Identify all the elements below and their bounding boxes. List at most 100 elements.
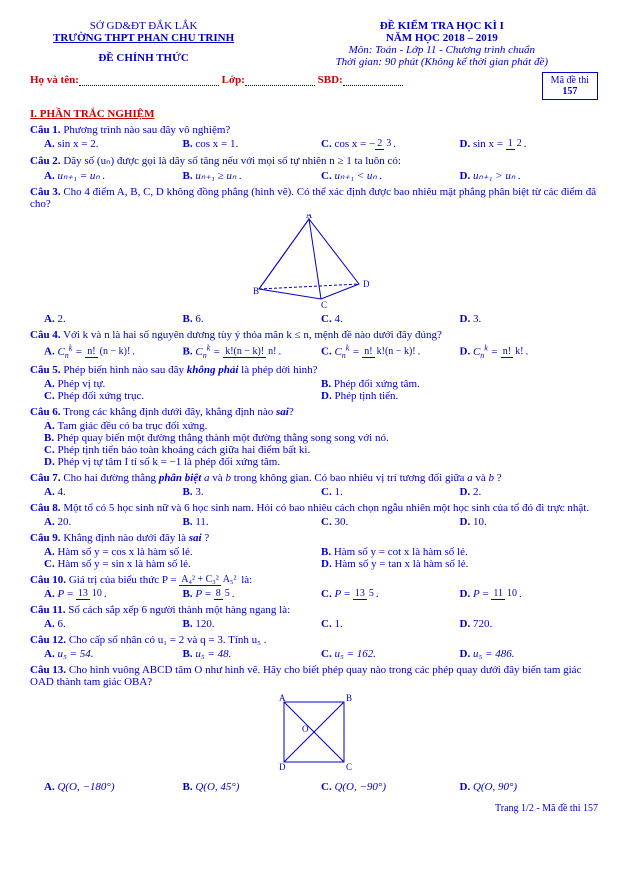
q10-A-num: 13 (76, 588, 90, 600)
question-2: Câu 2. Dãy số (uₙ) được gọi là dãy số tă… (30, 154, 598, 182)
q4-B-num: k!(n − k)! (223, 346, 266, 358)
square-figure: A B C D O (269, 692, 359, 777)
q5-num: Câu 5. (30, 364, 61, 376)
q12-A: u₅ = 54. (57, 648, 93, 660)
q11-text: Số cách sắp xếp 6 người thành một hàng n… (65, 604, 290, 616)
question-1: Câu 1. Phương trình nào sau đây vô nghiệ… (30, 124, 598, 150)
q7-A: 4. (57, 486, 65, 498)
q3-num: Câu 3. (30, 186, 61, 198)
class-field (245, 75, 315, 86)
code: 157 (551, 86, 589, 97)
q2-num: Câu 2. (30, 155, 61, 167)
header-right: ĐỀ KIỂM TRA HỌC KÌ I NĂM HỌC 2018 – 2019… (286, 20, 598, 68)
question-12: Câu 12. Cho cấp số nhân có u₁ = 2 và q =… (30, 634, 598, 660)
q1-D-den: 2 (515, 138, 524, 149)
q9-C: Hàm số y = sin x là hàm số lẻ. (57, 558, 190, 570)
header: SỞ GD&ĐT ĐẮK LẮK TRƯỜNG THPT PHAN CHU TR… (30, 20, 598, 68)
subject: Môn: Toán - Lớp 11 - Chương trình chuẩn (286, 44, 598, 56)
code-label: Mã đề thi (551, 75, 589, 86)
q6-num: Câu 6. (30, 406, 61, 418)
q2-B: uₙ₊₁ ≥ uₙ . (195, 170, 241, 182)
q12-B: u₅ = 48. (195, 648, 231, 660)
q5-D: Phép tịnh tiến. (334, 390, 398, 402)
q1-A: sin x = 2. (57, 138, 98, 150)
q13-A: Q(O, −180°) (57, 781, 114, 793)
question-11: Câu 11. Số cách sắp xếp 6 người thành mộ… (30, 604, 598, 630)
class-label: Lớp: (222, 74, 245, 86)
q10-D-num: 11 (491, 588, 505, 600)
q7-C: 1. (334, 486, 342, 498)
name-label: Họ và tên: (30, 74, 79, 86)
header-left: SỞ GD&ĐT ĐẮK LẮK TRƯỜNG THPT PHAN CHU TR… (30, 20, 257, 68)
q2-D: uₙ₊₁ > uₙ . (473, 170, 521, 182)
q1-D-num: 1 (506, 138, 515, 150)
q10-C-num: 13 (353, 588, 367, 600)
school: TRƯỜNG THPT PHAN CHU TRINH (30, 32, 257, 44)
svg-text:B: B (346, 693, 352, 703)
exam-code-box: Mã đề thi 157 (542, 72, 598, 100)
q10-D-den: 10 (505, 588, 519, 599)
section-title: I. PHẦN TRẮC NGHIỆM (30, 108, 598, 120)
q8-D: 10. (473, 516, 487, 528)
q4-A-den: (n − k)! (98, 346, 133, 357)
q6-A: Tam giác đều có ba trục đối xứng. (57, 420, 207, 432)
svg-text:C: C (346, 762, 352, 772)
year: NĂM HỌC 2018 – 2019 (286, 32, 598, 44)
question-7: Câu 7. Cho hai đường thẳng phân biệt a v… (30, 472, 598, 498)
q10-pre: Giá trị của biểu thức P = (66, 574, 179, 586)
q9-text: Khẳng định nào dưới đây là sai ? (61, 532, 210, 544)
tetrahedron-figure: A B C D (249, 214, 379, 309)
q13-B: Q(O, 45°) (195, 781, 239, 793)
q3-A: 2. (57, 313, 65, 325)
q13-text: Cho hình vuông ABCD tâm O như hình vẽ. H… (30, 664, 581, 688)
q1-D-pre: sin x = (473, 138, 506, 150)
q5-C: Phép đối xứng trục. (57, 390, 144, 402)
question-3: Câu 3. Cho 4 điểm A, B, C, D không đồng … (30, 186, 598, 325)
q9-A: Hàm số y = cos x là hàm số lẻ. (57, 546, 192, 558)
svg-text:A: A (279, 693, 286, 703)
q1-C-num: 2 (375, 138, 384, 150)
dept: SỞ GD&ĐT ĐẮK LẮK (30, 20, 257, 32)
svg-text:A: A (306, 214, 313, 220)
q3-D: 3. (473, 313, 481, 325)
q8-A: 20. (57, 516, 71, 528)
q1-B: cos x = 1. (195, 138, 238, 150)
q13-C: Q(O, −90°) (334, 781, 386, 793)
q10-A-den: 10 (90, 588, 104, 599)
q11-num: Câu 11. (30, 604, 65, 616)
q8-C: 30. (334, 516, 348, 528)
q12-C: u₅ = 162. (334, 648, 376, 660)
q10-num-expr: A₄² + C₃² (179, 574, 221, 586)
q4-C-den: k!(n − k)! (375, 346, 418, 357)
name-field (79, 75, 219, 86)
question-10: Câu 10. Giá trị của biểu thức P = A₄² + … (30, 574, 598, 600)
q4-text: Với k và n là hai số nguyên dương tùy ý … (61, 329, 442, 341)
q3-text: Cho 4 điểm A, B, C, D không đồng phẳng (… (30, 186, 596, 210)
svg-text:D: D (363, 279, 370, 289)
q1-C-den: 3 (384, 138, 393, 149)
official: ĐỀ CHÍNH THỨC (30, 52, 257, 64)
q4-A-num: n! (85, 346, 97, 358)
q7-num: Câu 7. (30, 472, 61, 484)
q3-B: 6. (195, 313, 203, 325)
sbd-label: SBD: (318, 74, 343, 86)
q10-B-den: 5 (223, 588, 232, 599)
q6-text: Trong các khẳng định dưới đây, khẳng địn… (61, 406, 294, 418)
sbd-field (343, 75, 403, 86)
q1-C-pre: cos x = − (334, 138, 375, 150)
q8-num: Câu 8. (30, 502, 61, 514)
q4-C-num: n! (362, 346, 374, 358)
question-4: Câu 4. Với k và n là hai số nguyên dương… (30, 329, 598, 360)
q2-C: uₙ₊₁ < uₙ . (334, 170, 382, 182)
q2-post: được gọi là dãy số tăng nếu với mọi số t… (114, 155, 401, 167)
q6-B: Phép quay biến một đường thẳng thành một… (57, 432, 389, 444)
q10-den-expr: A₅² (221, 574, 239, 585)
q12-num: Câu 12. (30, 634, 66, 646)
q8-B: 11. (195, 516, 208, 528)
q12-D: u₅ = 486. (473, 648, 515, 660)
q2-pre: Dãy số (61, 155, 97, 167)
q13-D: Q(O, 90°) (473, 781, 517, 793)
svg-text:D: D (279, 762, 286, 772)
title: ĐỀ KIỂM TRA HỌC KÌ I (286, 20, 598, 32)
q9-D: Hàm số y = tan x là hàm số lẻ. (334, 558, 468, 570)
